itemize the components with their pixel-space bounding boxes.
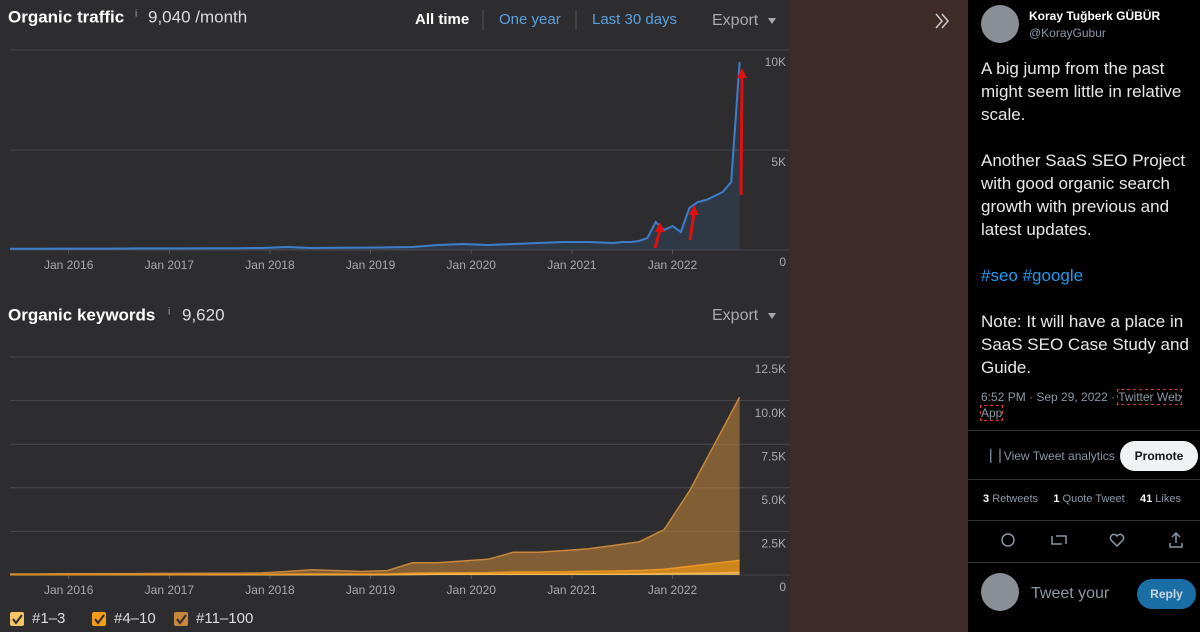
x-tick-label: Jan 2022 [648, 583, 698, 597]
check [94, 614, 105, 625]
stacked-area [10, 397, 740, 575]
collapse-icon[interactable] [928, 6, 958, 36]
legend-checkbox [92, 612, 106, 626]
avatar [981, 5, 1019, 43]
x-tick-label: Jan 2016 [44, 583, 94, 597]
y-tick-label: 10K [765, 55, 786, 69]
y-tick-label: 5.0K [761, 493, 786, 507]
charts-panel: Organic traffic i 9,040 /month All time … [0, 0, 790, 632]
annotation-arrow [688, 212, 696, 241]
arrow-head [737, 68, 747, 78]
check [12, 614, 23, 625]
timestamp: 6:52 PM · Sep 29, 2022 · [981, 390, 1116, 404]
line [10, 61, 741, 250]
y-tick-label: 0 [779, 255, 786, 269]
legend-checkbox [174, 612, 188, 626]
annotation-arrow [739, 75, 744, 196]
x-tick-label: Jan 2017 [145, 258, 195, 272]
info-icon: i [168, 307, 170, 318]
y-tick-label: 2.5K [761, 537, 786, 551]
action-icons[interactable] [968, 525, 1200, 557]
stat-label[interactable]: Retweets [992, 493, 1039, 505]
legend-checkbox [10, 612, 24, 626]
tweet-text: Another SaaS SEO Project with good organ… [981, 151, 1186, 239]
info-icon: i [135, 9, 137, 20]
x-tick-label: Jan 2018 [245, 258, 295, 272]
chart-title: Organic traffic [8, 7, 124, 26]
reply-input[interactable]: Tweet your [1031, 585, 1110, 602]
x-tick-label: Jan 2020 [447, 583, 497, 597]
tweet-text: A big jump from the past might seem litt… [981, 59, 1182, 124]
x-tick-label: Jan 2020 [447, 258, 497, 272]
legend-label: #1–3 [32, 610, 65, 627]
y-tick-label: 0 [779, 580, 786, 594]
timestamp-row: 6:52 PM · Sep 29, 2022 · Twitter Web App [979, 389, 1196, 421]
reply-button[interactable]: Reply [1137, 579, 1196, 609]
export-button[interactable]: Export [712, 307, 759, 324]
export-button[interactable]: Export [712, 12, 759, 29]
x-tick-label: Jan 2021 [547, 258, 597, 272]
author: Koray Tuğberk GÜBÜR [1029, 9, 1161, 23]
annotation-arrow [653, 229, 662, 249]
x-tick-label: Jan 2021 [547, 583, 597, 597]
stacked-area [10, 560, 740, 575]
avatar [981, 573, 1019, 611]
y-tick-label: 10.0K [755, 406, 786, 420]
legend-label: #11–100 [196, 610, 253, 627]
dropdown-caret [768, 18, 776, 24]
dropdown-caret [768, 313, 776, 319]
x-tick-label: Jan 2018 [245, 583, 295, 597]
y-tick-label: 7.5K [761, 449, 786, 463]
area-edge [10, 396, 741, 575]
stats: 3 Retweets 1 Quote Tweet 41 Likes [983, 493, 1181, 505]
check [176, 614, 187, 625]
stat-count: 41 [1139, 493, 1153, 505]
legend-label: #4–10 [114, 610, 156, 627]
promote-button[interactable]: Promote [1120, 441, 1198, 471]
y-tick-label: 5K [771, 155, 786, 169]
y-tick-label: 12.5K [755, 362, 786, 376]
analytics[interactable]: View Tweet analytics [1003, 449, 1115, 463]
arrow-head [689, 205, 699, 215]
tweet-text: Note: It will have a place in SaaS SEO C… [981, 312, 1189, 377]
x-tick-label: Jan 2016 [44, 258, 94, 272]
hashtags[interactable]: #seo #google [981, 266, 1084, 285]
handle: @KorayGubur [1029, 26, 1106, 40]
range-option[interactable]: Last 30 days [592, 11, 677, 28]
chart-subtitle: 9,040 /month [148, 7, 247, 26]
source[interactable]: Twitter Web App [979, 389, 1183, 421]
x-tick-label: Jan 2019 [346, 258, 396, 272]
range-option[interactable]: One year [499, 11, 561, 28]
stat-label[interactable]: Quote Tweet [1062, 493, 1125, 505]
tweet-panel: Koray Tuğberk GÜBÜR @KorayGubur A big ju… [967, 0, 1200, 632]
stat-label[interactable]: Likes [1155, 493, 1181, 505]
analytics-link[interactable]: ▕▕ View Tweet analytics [982, 449, 1115, 463]
arrow-head [655, 222, 665, 232]
chart-subtitle: 9,620 [182, 305, 225, 324]
x-tick-label: Jan 2019 [346, 583, 396, 597]
range-option[interactable]: All time [415, 11, 469, 28]
x-tick-label: Jan 2017 [145, 583, 195, 597]
stat-count: 1 [1053, 493, 1060, 505]
area-fill [10, 62, 740, 250]
chart-title: Organic keywords [8, 305, 155, 324]
stat-count: 3 [983, 493, 990, 505]
x-tick-label: Jan 2022 [648, 258, 698, 272]
